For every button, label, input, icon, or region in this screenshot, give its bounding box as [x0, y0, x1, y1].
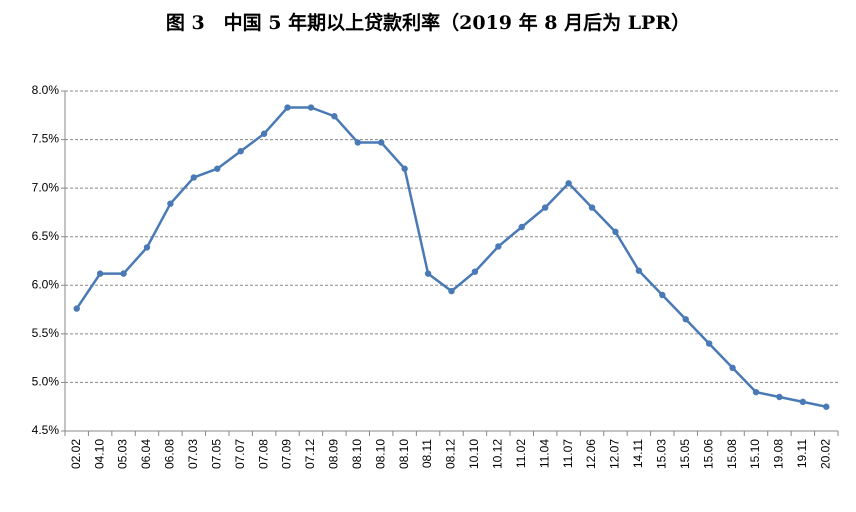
point — [378, 139, 385, 146]
x-tick-label: 14.11 — [631, 439, 645, 468]
x-tick-label: 15.06 — [701, 439, 715, 469]
point — [260, 130, 268, 137]
point — [401, 165, 408, 172]
point — [190, 174, 198, 181]
point — [471, 268, 479, 275]
x-tick-label: 08.09 — [327, 439, 341, 469]
x-tick-label: 08.12 — [444, 439, 458, 469]
x-tick-label: 11.07 — [561, 439, 575, 468]
x-tick-label: 02.02 — [69, 439, 83, 469]
point — [776, 393, 783, 401]
x-tick-label: 10.10 — [467, 439, 481, 469]
x-tick-label: 19.11 — [795, 439, 809, 468]
point — [424, 270, 432, 277]
point — [120, 270, 127, 277]
x-tick-label: 06.08 — [163, 439, 177, 469]
point — [307, 104, 315, 111]
x-tick-label: 07.05 — [209, 439, 223, 469]
y-tick-label: 6.5% — [32, 229, 60, 243]
x-tick-label: 15.10 — [748, 439, 762, 469]
y-tick-label: 6.0% — [32, 277, 60, 291]
x-tick-label: 10.12 — [491, 439, 505, 469]
point — [495, 243, 502, 250]
x-tick-label: 15.03 — [654, 439, 668, 469]
point — [565, 180, 572, 187]
x-tick-label: 11.02 — [514, 439, 528, 468]
point — [448, 287, 455, 295]
point — [167, 200, 174, 207]
point — [799, 398, 807, 406]
x-tick-label: 08.11 — [420, 439, 434, 468]
point — [612, 228, 619, 236]
point — [354, 139, 362, 146]
point — [659, 291, 666, 299]
x-tick-label: 07.09 — [280, 439, 294, 469]
x-tick-label: 07.03 — [186, 439, 200, 469]
x-tick-label: 07.12 — [303, 439, 317, 469]
point — [214, 165, 221, 172]
x-tick-label: 08.10 — [373, 439, 387, 469]
y-tick-label: 5.0% — [32, 375, 60, 389]
point — [541, 204, 549, 211]
point — [518, 223, 525, 231]
point — [331, 113, 338, 120]
point — [823, 403, 830, 410]
x-tick-label: 12.06 — [584, 439, 598, 469]
x-tick-label: 07.08 — [256, 439, 270, 469]
y-tick-label: 7.5% — [32, 132, 60, 146]
y-tick-label: 7.0% — [32, 180, 60, 194]
y-tick-label: 8.0% — [32, 83, 60, 97]
point — [143, 244, 151, 251]
y-tick-label: 5.5% — [32, 326, 60, 340]
x-tick-label: 05.03 — [116, 439, 130, 469]
line — [75, 106, 827, 408]
point — [73, 305, 80, 312]
chart-title: 图 3 中国 5 年期以上贷款利率（2019 年 8 月后为 LPR） — [166, 11, 690, 34]
x-tick-label: 08.10 — [350, 439, 364, 469]
x-tick-label: 19.08 — [772, 439, 786, 469]
x-tick-label: 20.02 — [818, 439, 832, 469]
point — [284, 104, 291, 111]
point — [96, 270, 104, 277]
x-tick-label: 15.08 — [725, 439, 739, 469]
y-tick-label: 4.5% — [32, 423, 60, 437]
point — [705, 340, 713, 347]
x-tick-label: 06.04 — [139, 439, 153, 469]
point — [237, 148, 244, 155]
point — [682, 316, 689, 323]
point — [635, 267, 643, 274]
point — [752, 388, 760, 396]
x-tick-label: 11.04 — [537, 439, 551, 468]
x-tick-label: 04.10 — [92, 439, 106, 469]
x-tick-label: 15.05 — [678, 439, 692, 469]
x-tick-label: 12.07 — [608, 439, 622, 469]
x-tick-label: 07.07 — [233, 439, 247, 469]
point — [729, 364, 736, 372]
x-tick-label: 08.10 — [397, 439, 411, 469]
point — [588, 204, 596, 211]
